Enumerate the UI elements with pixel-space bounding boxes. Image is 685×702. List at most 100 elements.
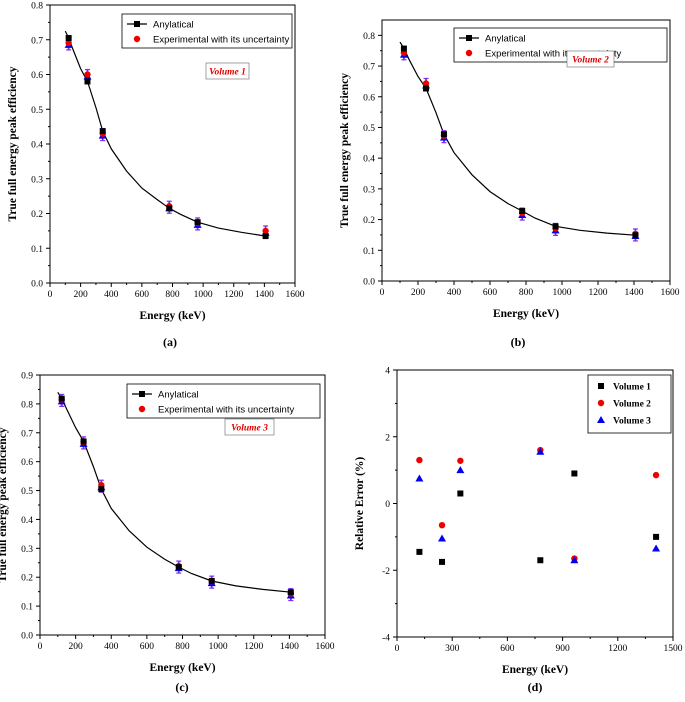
analytical-point: [632, 232, 639, 239]
annotation-box: [224, 418, 275, 436]
legend-label: Volume 1: [613, 383, 651, 393]
relative-error-point: [438, 534, 447, 542]
relative-error-point: [653, 533, 660, 540]
y-tick-label: 0.4: [31, 141, 43, 151]
relative-error-point: [456, 466, 465, 474]
y-tick-label: 0.6: [31, 71, 43, 81]
analytical-point: [287, 589, 294, 596]
y-tick-label: 0.0: [21, 632, 33, 642]
analytical-point: [262, 233, 269, 240]
experimental-point: [262, 227, 269, 235]
relative-error-point: [416, 456, 423, 464]
volume-annotation: Volume 1: [209, 68, 246, 78]
y-tick-label: 0.1: [31, 245, 43, 255]
legend: Anylatical Experimental with its uncertai…: [126, 383, 321, 419]
legend-frame: [126, 383, 321, 419]
legend-circle-marker: [138, 405, 146, 413]
y-tick-label: 0: [385, 500, 390, 510]
analytical-point: [58, 395, 65, 402]
y-axis-label: Relative Error (%): [354, 457, 366, 551]
y-tick-label: 0.8: [21, 400, 33, 410]
y-tick-label: 0.0: [363, 278, 375, 288]
legend-circle-marker: [465, 49, 473, 57]
x-tick-label: 1600: [316, 642, 335, 652]
relative-error-point: [416, 548, 423, 555]
chart-c: 0 200 400 600 800 1000 1200 1400 1600 0.0 0.1 0.2 0.…: [0, 372, 335, 675]
y-tick-label: 0.7: [31, 36, 43, 46]
chart-a: 0 200 400 600 800 1000 1200 1400 1600 0.0 0.1 0.2 0.…: [7, 2, 305, 323]
x-tick-label: 1200: [224, 290, 243, 300]
x-tick-label: 800: [519, 288, 534, 298]
y-axis-label: True full energy peak efficiency: [7, 66, 19, 221]
y-tick-label: 0.5: [363, 124, 375, 134]
x-tick-label: 1200: [589, 288, 608, 298]
legend-label: Anylatical: [153, 20, 194, 31]
legend-label: Experimental with its uncertainty: [153, 35, 289, 46]
legend-circle-marker: [133, 35, 141, 43]
legend-label: Experimental with its uncertainty: [158, 405, 294, 416]
y-tick-label: 0.0: [31, 280, 43, 290]
analytical-point: [423, 85, 430, 92]
x-axis-label: Energy (keV): [149, 662, 215, 674]
experimental-point: [65, 39, 72, 47]
panel-a-caption: (a): [163, 335, 177, 349]
x-tick-label: 1600: [286, 290, 305, 300]
volume-annotation: Volume 3: [231, 424, 268, 434]
y-tick-label: 0.3: [21, 545, 33, 555]
y-tick-label: 0.2: [21, 574, 33, 584]
analytical-point: [400, 45, 407, 52]
x-tick-label: 0: [395, 644, 400, 654]
x-tick-label: 1000: [553, 288, 572, 298]
x-tick-label: 200: [69, 642, 84, 652]
relative-error-point: [571, 470, 578, 477]
panel-d-caption: (d): [528, 680, 543, 694]
y-tick-label: 0.8: [31, 2, 43, 12]
legend-frame: [453, 27, 668, 63]
x-tick-label: 1400: [625, 288, 644, 298]
relative-error-point: [415, 474, 424, 482]
y-tick-label: 0.3: [31, 175, 43, 185]
y-tick-label: -4: [382, 634, 390, 644]
legend: Anylatical Experimental with its uncertai…: [453, 27, 668, 63]
legend-square-marker: [139, 391, 145, 397]
chart-b: 0 200 400 600 800 1000 1200 1400 1600 0.0 0.1 0.2 0.…: [339, 19, 680, 320]
legend-label: Experimental with its uncertainty: [485, 49, 621, 60]
x-tick-label: 1400: [255, 290, 274, 300]
x-tick-label: 200: [74, 290, 89, 300]
y-tick-label: 0.1: [363, 247, 375, 257]
legend-marker: [597, 416, 605, 423]
annotation-box: [205, 62, 250, 80]
legend-marker: [598, 383, 604, 389]
y-tick-label: 0.2: [363, 216, 375, 226]
y-tick-label: 0.6: [21, 458, 33, 468]
y-tick-label: 0.4: [21, 516, 33, 526]
panel-b-caption: (b): [511, 335, 526, 349]
y-tick-label: 2: [385, 433, 390, 443]
analytical-curve: [399, 41, 636, 236]
relative-error-point: [439, 558, 446, 565]
relative-error-point: [652, 544, 661, 552]
x-tick-label: 1200: [244, 642, 263, 652]
panel-b: (b): [511, 335, 526, 349]
analytical-curve: [57, 391, 291, 593]
analytical-point: [552, 223, 559, 230]
y-axis-label: True full energy peak efficiency: [339, 73, 351, 228]
x-tick-label: 1000: [194, 290, 213, 300]
analytical-point: [84, 78, 91, 85]
legend: Anylatical Experimental with its uncertai…: [121, 13, 293, 49]
x-tick-label: 1400: [280, 642, 299, 652]
relative-error-point: [537, 557, 544, 564]
chart-d: 0 300 600 900 1200 1500 -4 -2 0 2 4 Energy (keV) Rel…: [354, 367, 683, 677]
y-tick-label: 0.5: [21, 487, 33, 497]
x-tick-label: 600: [140, 642, 155, 652]
x-tick-label: 1500: [664, 644, 683, 654]
x-tick-label: 0: [38, 642, 43, 652]
analytical-point: [519, 207, 526, 214]
x-tick-label: 600: [500, 644, 515, 654]
annotation-box: [566, 50, 615, 68]
x-tick-label: 1000: [209, 642, 228, 652]
x-tick-label: 0: [48, 290, 53, 300]
x-tick-label: 800: [165, 290, 180, 300]
panel-a: (a): [163, 335, 177, 349]
